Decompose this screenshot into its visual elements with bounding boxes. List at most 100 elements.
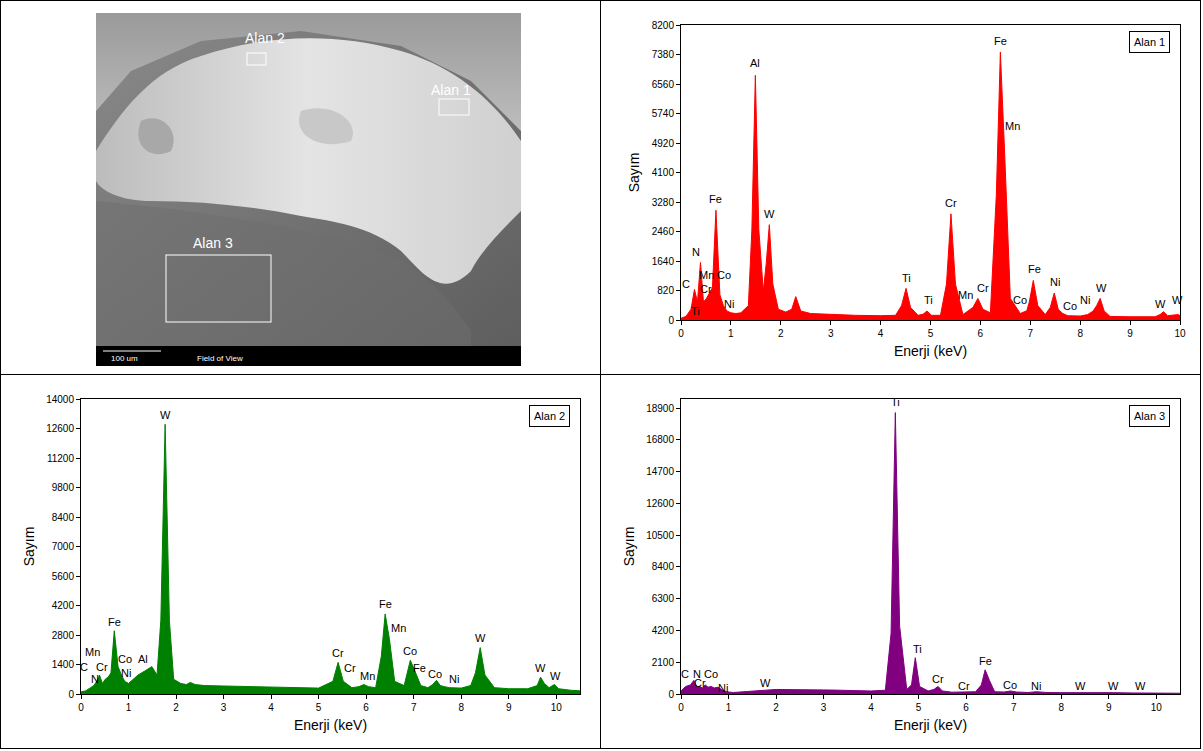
- svg-text:4100: 4100: [652, 167, 675, 178]
- svg-text:Ti: Ti: [902, 272, 911, 284]
- svg-text:Mn: Mn: [85, 646, 100, 658]
- svg-text:Sayım: Sayım: [626, 153, 642, 193]
- svg-text:W: W: [764, 208, 775, 220]
- svg-text:Co: Co: [403, 645, 417, 657]
- svg-text:W: W: [1096, 282, 1107, 294]
- svg-text:7000: 7000: [52, 541, 75, 552]
- svg-text:Ti: Ti: [891, 396, 900, 408]
- svg-text:W: W: [550, 670, 561, 682]
- svg-text:Co: Co: [704, 668, 718, 680]
- svg-text:1400: 1400: [52, 659, 75, 670]
- svg-text:Cr: Cr: [932, 673, 944, 685]
- svg-text:10500: 10500: [646, 530, 674, 541]
- svg-text:Fe: Fe: [413, 662, 426, 674]
- svg-text:16800: 16800: [646, 434, 674, 445]
- svg-text:2: 2: [773, 702, 779, 713]
- svg-text:W: W: [1172, 294, 1183, 306]
- svg-text:7: 7: [411, 702, 417, 713]
- svg-text:W: W: [1135, 680, 1146, 692]
- svg-text:100 um: 100 um: [111, 354, 138, 363]
- svg-text:Fe: Fe: [1028, 263, 1041, 275]
- svg-text:5740: 5740: [652, 108, 675, 119]
- svg-text:Al: Al: [138, 653, 148, 665]
- svg-text:Enerji (keV): Enerji (keV): [894, 717, 967, 733]
- svg-text:1: 1: [726, 702, 732, 713]
- svg-text:8: 8: [1058, 702, 1064, 713]
- svg-text:14000: 14000: [46, 394, 74, 405]
- svg-text:Sayım: Sayım: [21, 527, 37, 567]
- svg-text:4: 4: [268, 702, 274, 713]
- svg-text:4: 4: [868, 702, 874, 713]
- svg-text:3: 3: [821, 702, 827, 713]
- svg-text:0: 0: [68, 689, 74, 700]
- svg-text:Mn: Mn: [958, 289, 973, 301]
- svg-text:0: 0: [678, 328, 684, 339]
- svg-text:Cr: Cr: [700, 283, 712, 295]
- svg-text:Alan 2: Alan 2: [534, 410, 565, 422]
- svg-text:Co: Co: [428, 668, 442, 680]
- svg-text:W: W: [160, 409, 171, 421]
- svg-text:W: W: [535, 662, 546, 674]
- svg-text:C: C: [80, 661, 88, 673]
- svg-text:W: W: [1108, 680, 1119, 692]
- svg-text:8400: 8400: [652, 561, 675, 572]
- svg-text:Ni: Ni: [718, 682, 728, 694]
- svg-text:Co: Co: [1013, 294, 1027, 306]
- svg-text:Ni: Ni: [449, 673, 459, 685]
- svg-text:C: C: [682, 278, 690, 290]
- svg-text:11200: 11200: [47, 453, 75, 464]
- svg-text:Cr: Cr: [694, 677, 706, 689]
- svg-text:4200: 4200: [52, 600, 75, 611]
- svg-text:Mn: Mn: [391, 622, 406, 634]
- svg-text:Co: Co: [717, 269, 731, 281]
- svg-text:3: 3: [828, 328, 834, 339]
- svg-text:Field of View: Field of View: [197, 354, 243, 363]
- svg-text:Ti: Ti: [913, 643, 922, 655]
- svg-text:Cr: Cr: [945, 197, 957, 209]
- svg-text:Enerji (keV): Enerji (keV): [894, 343, 967, 359]
- svg-text:N: N: [693, 668, 701, 680]
- svg-text:Al: Al: [750, 57, 760, 69]
- svg-text:1640: 1640: [652, 256, 675, 267]
- svg-text:10: 10: [1151, 702, 1163, 713]
- svg-text:6: 6: [963, 702, 969, 713]
- svg-text:Fe: Fe: [979, 655, 992, 667]
- svg-text:Cr: Cr: [96, 661, 108, 673]
- svg-text:8: 8: [458, 702, 464, 713]
- svg-text:Ni: Ni: [121, 667, 131, 679]
- svg-text:12600: 12600: [46, 423, 74, 434]
- svg-text:0: 0: [78, 702, 84, 713]
- svg-text:Co: Co: [1063, 300, 1077, 312]
- svg-text:2800: 2800: [52, 630, 75, 641]
- svg-text:2: 2: [173, 702, 179, 713]
- svg-text:5: 5: [316, 702, 322, 713]
- svg-text:7: 7: [1011, 702, 1017, 713]
- svg-text:Fe: Fe: [994, 35, 1007, 47]
- svg-text:10: 10: [551, 702, 563, 713]
- svg-text:6: 6: [363, 702, 369, 713]
- svg-text:14700: 14700: [646, 466, 674, 477]
- svg-text:2: 2: [778, 328, 784, 339]
- svg-text:4920: 4920: [652, 138, 675, 149]
- svg-text:Cr: Cr: [332, 647, 344, 659]
- svg-text:8400: 8400: [52, 512, 75, 523]
- svg-text:Enerji (keV): Enerji (keV): [294, 717, 367, 733]
- svg-text:9800: 9800: [52, 482, 75, 493]
- svg-text:Cr: Cr: [958, 680, 970, 692]
- svg-text:N: N: [91, 673, 99, 685]
- svg-text:0: 0: [678, 702, 684, 713]
- svg-text:W: W: [475, 632, 486, 644]
- svg-text:4200: 4200: [652, 625, 675, 636]
- svg-text:W: W: [1075, 680, 1086, 692]
- svg-text:Fe: Fe: [709, 193, 722, 205]
- svg-text:Cr: Cr: [977, 282, 989, 294]
- svg-text:12600: 12600: [646, 498, 674, 509]
- svg-text:Cr: Cr: [344, 662, 356, 674]
- svg-text:1: 1: [728, 328, 734, 339]
- svg-text:C: C: [681, 668, 689, 680]
- svg-text:10: 10: [1174, 328, 1186, 339]
- svg-text:6300: 6300: [652, 593, 675, 604]
- svg-text:Ni: Ni: [1050, 276, 1060, 288]
- svg-text:Ti: Ti: [924, 294, 933, 306]
- svg-text:W: W: [760, 677, 771, 689]
